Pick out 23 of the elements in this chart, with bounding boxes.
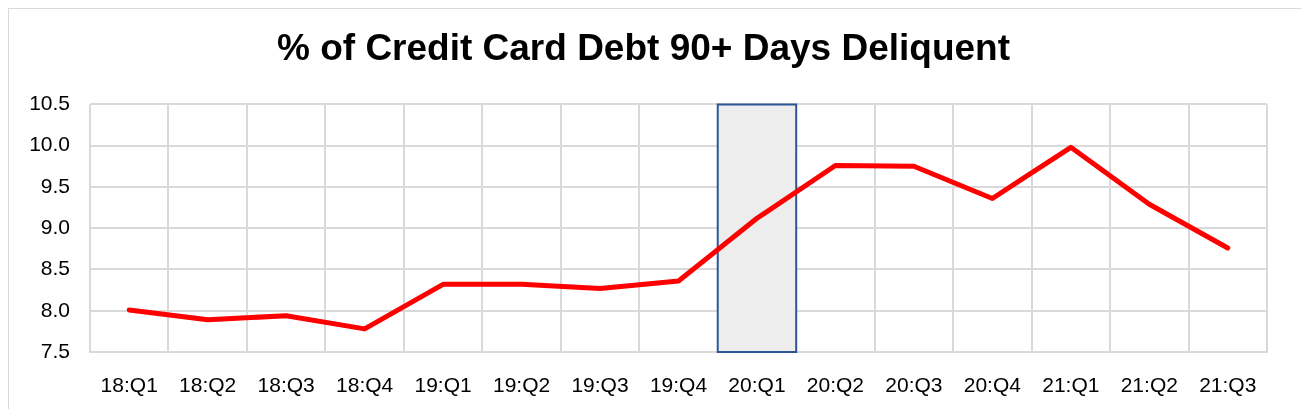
y-tick-label: 9.0 xyxy=(40,215,70,238)
y-tick-label: 9.5 xyxy=(40,173,70,197)
x-tick-label: 18:Q1 xyxy=(100,373,158,397)
x-tick-label: 19:Q4 xyxy=(649,373,708,397)
x-tick-label: 20:Q4 xyxy=(963,373,1022,397)
y-tick-label: 10.0 xyxy=(29,132,70,156)
x-tick-label: 21:Q3 xyxy=(1199,373,1257,397)
x-tick-label: 21:Q2 xyxy=(1120,373,1178,397)
y-tick-label: 10.5 xyxy=(29,91,70,115)
x-tick-label: 19:Q2 xyxy=(492,373,551,397)
x-tick-label: 20:Q3 xyxy=(885,373,943,397)
y-tick-label: 7.5 xyxy=(40,338,70,362)
y-tick-label: 8.5 xyxy=(40,256,70,280)
x-tick-label: 18:Q2 xyxy=(179,373,237,397)
x-tick-label: 18:Q4 xyxy=(336,373,394,397)
chart-title: % of Credit Card Debt 90+ Days Deliquent xyxy=(277,27,1010,69)
x-tick-label: 19:Q3 xyxy=(571,373,629,397)
x-tick-label: 21:Q1 xyxy=(1042,373,1100,397)
x-tick-label: 19:Q1 xyxy=(414,373,472,397)
x-tick-label: 20:Q2 xyxy=(806,373,865,397)
x-tick-label: 20:Q1 xyxy=(728,373,786,397)
y-tick-label: 8.0 xyxy=(40,297,70,321)
x-tick-label: 18:Q3 xyxy=(257,373,315,397)
